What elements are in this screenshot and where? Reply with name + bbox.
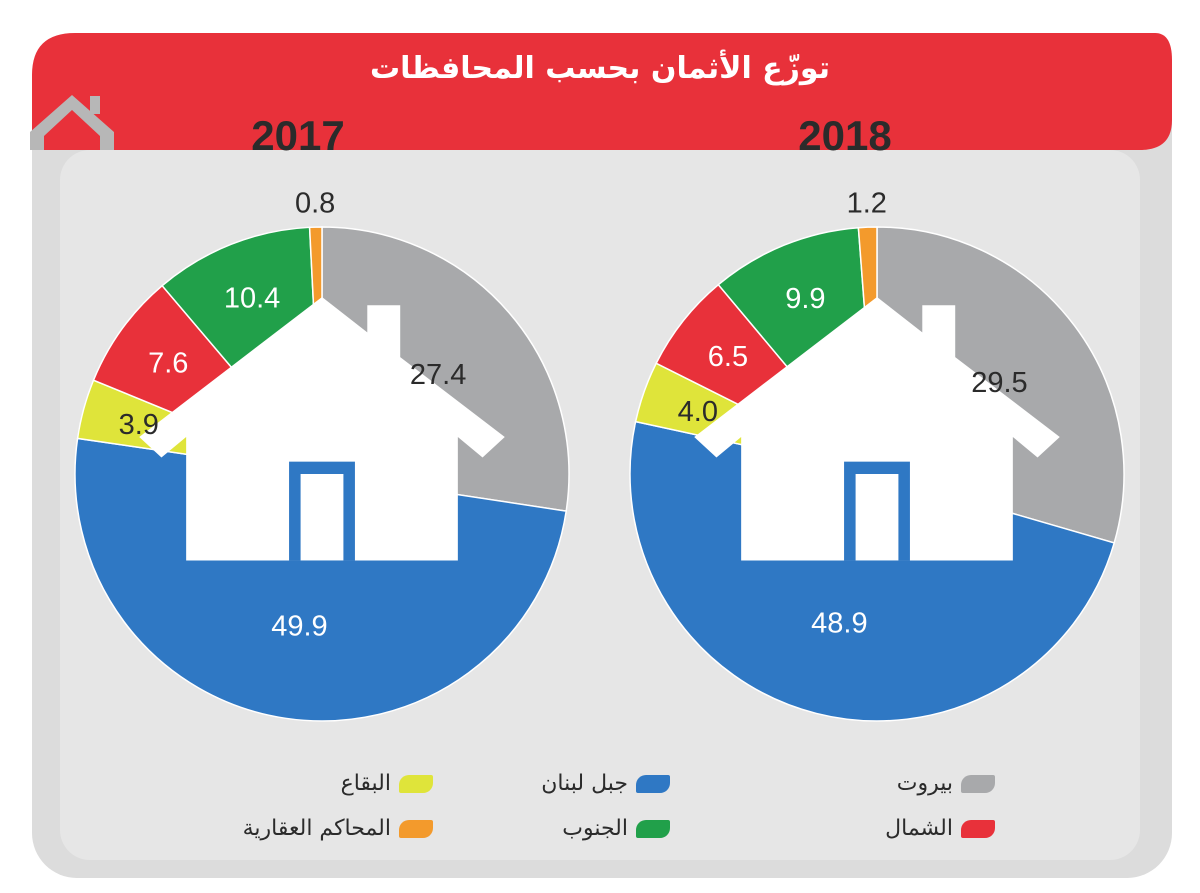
year-title-2017: 2017 xyxy=(251,112,344,159)
pie-label-courts-2018: 1.2 xyxy=(847,187,887,219)
legend-item-courts: المحاكم العقارية xyxy=(243,816,433,841)
pie-label-south-2017: 10.4 xyxy=(224,282,280,314)
legend-swatch-courts xyxy=(399,819,433,838)
legend-label-south: الجنوب xyxy=(562,816,628,841)
chart-title: توزّع الأثمان بحسب المحافظات xyxy=(370,49,830,86)
legend-label-beirut: بيروت xyxy=(896,771,953,796)
pie-label-beirut-2018: 29.5 xyxy=(971,367,1027,399)
pie-label-mount-lebanon-2017: 49.9 xyxy=(271,610,327,642)
legend-label-courts: المحاكم العقارية xyxy=(242,816,391,841)
legend-item-south: الجنوب xyxy=(562,816,670,841)
legend-label-bekaa: البقاع xyxy=(340,771,391,796)
house-icon-2018 xyxy=(694,296,1060,561)
pie-label-mount-lebanon-2018: 48.9 xyxy=(811,607,867,639)
legend-label-mount-lebanon: جبل لبنان xyxy=(541,771,628,796)
legend-item-beirut: بيروت xyxy=(897,771,995,796)
pie-label-beirut-2017: 27.4 xyxy=(410,359,466,391)
pie-label-courts-2017: 0.8 xyxy=(295,187,335,219)
pie-label-north-2018: 6.5 xyxy=(708,341,748,373)
pie-label-north-2017: 7.6 xyxy=(148,347,188,379)
legend-swatch-south xyxy=(636,819,670,838)
house-logo-icon xyxy=(30,95,114,150)
legend-item-north: الشمال xyxy=(885,816,995,841)
legend-swatch-bekaa xyxy=(399,774,433,793)
pie-label-south-2018: 9.9 xyxy=(785,283,825,315)
legend-swatch-beirut xyxy=(961,774,995,793)
title-banner xyxy=(32,33,1172,150)
legend-label-north: الشمال xyxy=(885,816,953,841)
legend: بيروت جبل لبنان البقاع الشمال الجنوب الم… xyxy=(195,763,995,853)
legend-swatch-north xyxy=(961,819,995,838)
pie-label-bekaa-2018: 4.0 xyxy=(678,396,718,428)
legend-item-bekaa: البقاع xyxy=(341,771,433,796)
pie-chart-2018: 29.5 48.9 4.0 6.5 9.9 1.2 xyxy=(629,187,1125,722)
legend-swatch-mount-lebanon xyxy=(636,774,670,793)
legend-item-mount-lebanon: جبل لبنان xyxy=(541,771,670,796)
pie-chart-2017: 27.4 49.9 3.9 7.6 10.4 0.8 xyxy=(74,187,570,722)
year-title-2018: 2018 xyxy=(798,112,891,159)
pie-label-bekaa-2017: 3.9 xyxy=(119,409,159,441)
house-icon-2017 xyxy=(139,296,505,561)
